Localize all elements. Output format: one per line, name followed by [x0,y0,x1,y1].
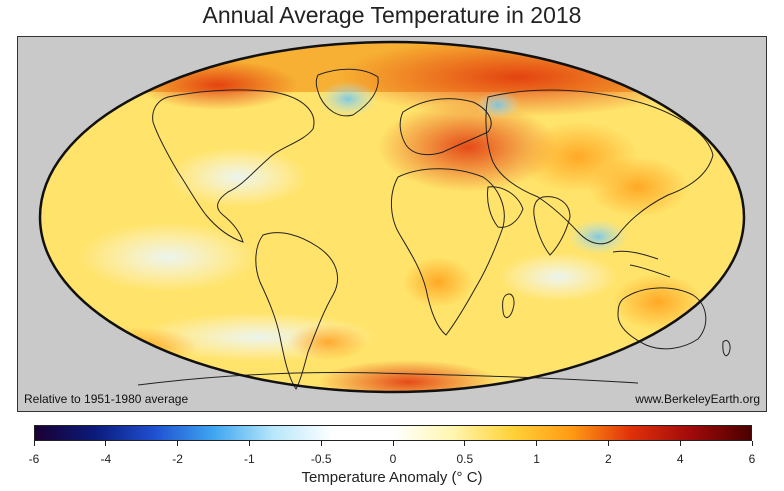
colorbar-tick-label: 4 [676,452,684,466]
colorbar-tick-label: -6 [28,452,40,466]
asia-outline [485,89,714,245]
india-outline [533,196,571,256]
colorbar-tick-label: 2 [605,452,612,466]
madagascar-outline [502,293,515,318]
colorbar-tick-label: 0 [389,452,397,466]
colorbar-tick-label: -1 [244,452,255,466]
colorbar-tickmark [464,441,466,446]
arabia-outline [487,186,524,228]
colorbar-tick-label: 0.5 [456,452,474,466]
north-america-outline [152,89,315,243]
map-panel: Relative to 1951-1980 average www.Berkel… [17,36,767,412]
new-zealand-outline [722,339,731,357]
temperature-anomaly-map [38,40,746,394]
colorbar-tick-label: -0.5 [310,452,332,466]
greenland-outline [315,68,379,117]
colorbar-tickmark [33,441,35,446]
baseline-note: Relative to 1951-1980 average [24,392,189,406]
europe-outline [399,98,492,156]
colorbar-label: Temperature Anomaly (° C) [301,469,483,486]
africa-outline [391,168,505,336]
colorbar-tickmark [392,441,394,446]
indonesia-outline [612,250,671,278]
colorbar-tick-label: 1 [533,452,540,466]
globe-outline [38,40,746,394]
colorbar-tickmark [751,441,753,446]
colorbar-tickmark [177,441,179,446]
colorbar-tick-label: -4 [100,452,112,466]
map-title: Annual Average Temperature in 2018 [202,2,582,28]
source-url: www.BerkeleyEarth.org [635,392,760,406]
colorbar-tick-label: 6 [748,452,756,466]
colorbar [34,425,752,441]
colorbar-tick-label: -2 [172,452,183,466]
colorbar-tickmark [536,441,538,446]
colorbar-tickmark [607,441,609,446]
australia-outline [617,287,707,350]
colorbar-tickmark [679,441,681,446]
continent-outlines [137,68,731,390]
antarctica-outline [137,372,639,386]
anomaly-field [40,42,744,392]
south-america-outline [255,232,338,390]
colorbar-tickmark [320,441,322,446]
colorbar-tickmark [248,441,250,446]
colorbar-tickmark [105,441,107,446]
